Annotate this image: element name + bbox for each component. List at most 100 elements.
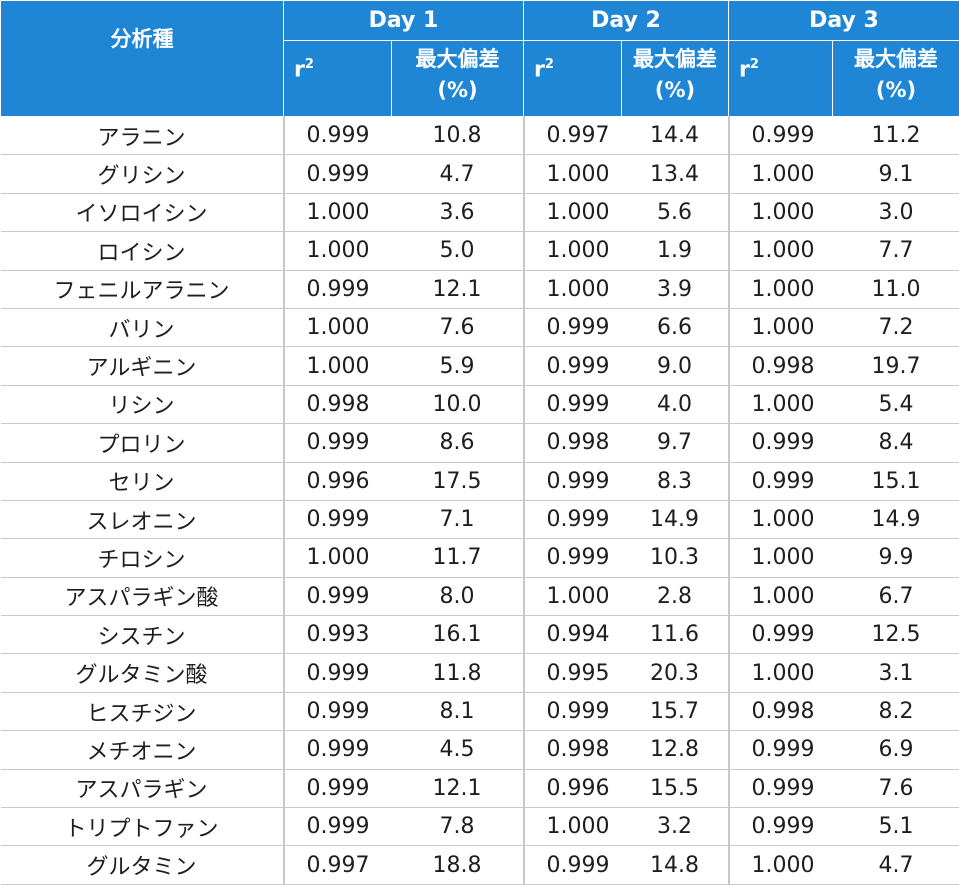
day-1-r2-cell: 1.000 [284,232,392,270]
day-1-r2-cell: 0.999 [284,692,392,730]
day-1-r2-cell: 0.999 [284,270,392,308]
day-3-r2-cell: 1.000 [729,577,833,615]
day-2-max-deviation-cell: 14.9 [622,500,729,538]
day-3-max-deviation-cell: 6.7 [833,577,959,615]
day-2-r2-cell: 1.000 [524,577,622,615]
day-3-max-deviation-cell: 15.1 [833,462,959,500]
day-3-r2-cell: 0.999 [729,769,833,807]
day-1-r2-cell: 0.999 [284,155,392,193]
day-3-max-deviation-cell: 7.7 [833,232,959,270]
analyte-cell: プロリン [1,424,284,462]
day-2-max-deviation-cell: 1.9 [622,232,729,270]
day-2-max-deviation-cell: 5.6 [622,193,729,231]
analyte-cell: シスチン [1,616,284,654]
day-1-r2-cell: 0.993 [284,616,392,654]
day-3-max-deviation-cell: 11.0 [833,270,959,308]
day-1-r2-cell: 0.999 [284,731,392,769]
day-3-r2-cell: 1.000 [729,539,833,577]
day-1-r2-cell: 1.000 [284,347,392,385]
day-3-r2-cell: 1.000 [729,500,833,538]
day-3-r2-cell: 0.999 [729,731,833,769]
day-2-max-deviation-cell: 20.3 [622,654,729,692]
day-3-header: Day 3 [729,1,959,41]
analyte-cell: リシン [1,385,284,423]
day-3-r2-cell: 0.999 [729,424,833,462]
day-1-max-deviation-cell: 8.1 [392,692,524,730]
day-2-max-deviation-header: 最大偏差(%) [622,41,729,117]
day-3-r2-cell: 0.998 [729,692,833,730]
day-3-max-deviation-header: 最大偏差(%) [833,41,959,117]
analyte-cell: アルギニン [1,347,284,385]
table-header: 分析種 Day 1 Day 2 Day 3 r2 最大偏差(%) r2 最大偏差… [1,1,959,117]
analyte-cell: アラニン [1,117,284,155]
day-1-r2-cell: 0.999 [284,808,392,846]
day-3-r2-cell: 1.000 [729,193,833,231]
day-3-r2-cell: 1.000 [729,308,833,346]
day-2-max-deviation-cell: 11.6 [622,616,729,654]
analyte-cell: スレオニン [1,500,284,538]
day-2-r2-cell: 1.000 [524,808,622,846]
day-3-max-deviation-cell: 9.9 [833,539,959,577]
day-2-r2-cell: 0.998 [524,424,622,462]
day-3-r2-cell: 0.999 [729,462,833,500]
day-3-max-deviation-cell: 12.5 [833,616,959,654]
day-2-max-deviation-cell: 8.3 [622,462,729,500]
analyte-cell: イソロイシン [1,193,284,231]
day-1-header: Day 1 [284,1,524,41]
analyte-cell: フェニルアラニン [1,270,284,308]
day-3-r2-cell: 0.998 [729,347,833,385]
day-3-max-deviation-cell: 3.1 [833,654,959,692]
day-1-max-deviation-cell: 8.0 [392,577,524,615]
day-1-r2-cell: 0.999 [284,769,392,807]
day-2-max-deviation-cell: 12.8 [622,731,729,769]
day-1-r2-cell: 1.000 [284,539,392,577]
day-2-r2-cell: 0.999 [524,692,622,730]
day-2-max-deviation-cell: 9.0 [622,347,729,385]
day-1-max-deviation-cell: 11.8 [392,654,524,692]
day-1-max-deviation-header: 最大偏差(%) [392,41,524,117]
day-2-r2-cell: 0.999 [524,462,622,500]
day-1-r2-cell: 0.996 [284,462,392,500]
analyte-cell: グリシン [1,155,284,193]
day-1-max-deviation-cell: 5.9 [392,347,524,385]
day-2-r2-header: r2 [524,41,622,117]
day-1-r2-cell: 0.999 [284,577,392,615]
analyte-cell: アスパラギン酸 [1,577,284,615]
analyte-cell: チロシン [1,539,284,577]
day-3-r2-cell: 0.999 [729,117,833,155]
day-3-max-deviation-cell: 4.7 [833,846,959,884]
day-3-r2-cell: 1.000 [729,846,833,884]
day-3-r2-cell: 0.999 [729,616,833,654]
day-3-r2-cell: 0.999 [729,808,833,846]
day-2-r2-cell: 0.995 [524,654,622,692]
day-3-r2-cell: 1.000 [729,385,833,423]
day-3-max-deviation-cell: 19.7 [833,347,959,385]
day-2-r2-cell: 0.999 [524,347,622,385]
analyte-cell: ヒスチジン [1,692,284,730]
analyte-cell: セリン [1,462,284,500]
day-1-max-deviation-cell: 4.5 [392,731,524,769]
day-2-r2-cell: 1.000 [524,232,622,270]
day-1-max-deviation-cell: 4.7 [392,155,524,193]
day-3-max-deviation-cell: 3.0 [833,193,959,231]
day-1-max-deviation-cell: 12.1 [392,270,524,308]
day-2-max-deviation-cell: 13.4 [622,155,729,193]
day-1-max-deviation-cell: 7.6 [392,308,524,346]
day-1-max-deviation-cell: 12.1 [392,769,524,807]
day-2-max-deviation-cell: 4.0 [622,385,729,423]
day-1-max-deviation-cell: 17.5 [392,462,524,500]
day-2-r2-cell: 0.994 [524,616,622,654]
day-2-header: Day 2 [524,1,729,41]
